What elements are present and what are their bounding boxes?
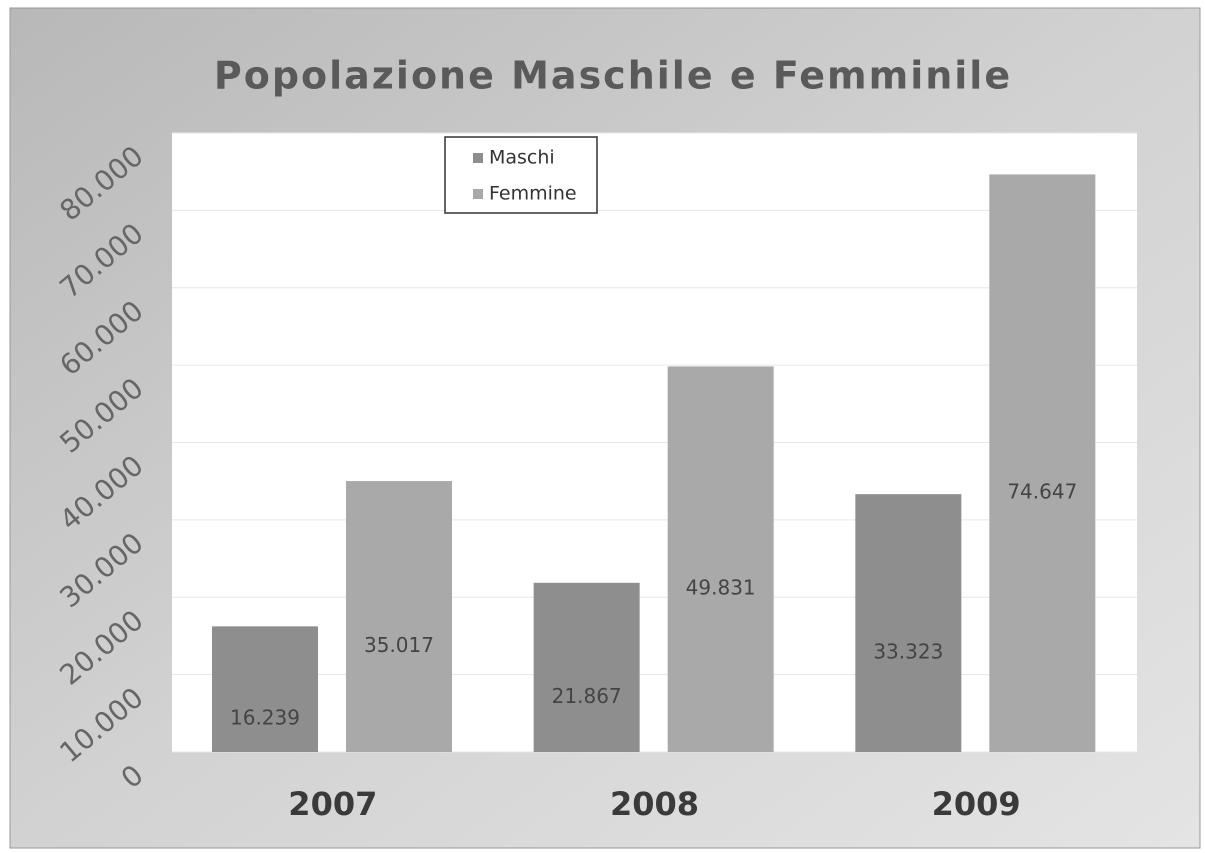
x-tick-label: 2008 (610, 785, 699, 823)
legend-label: Femmine (489, 183, 577, 205)
bar (855, 494, 962, 752)
data-label: 16.239 (230, 706, 300, 730)
legend-swatch (473, 153, 483, 163)
data-label: 35.017 (364, 633, 434, 657)
data-label: 74.647 (1007, 480, 1077, 504)
legend: Maschi Femmine (444, 136, 598, 214)
legend-box (444, 136, 598, 214)
data-label: 33.323 (873, 640, 943, 664)
legend-swatch (473, 189, 483, 199)
bar (533, 582, 640, 752)
x-tick-label: 2009 (932, 785, 1021, 823)
bar (989, 174, 1096, 753)
bar (346, 481, 452, 752)
chart-title: Popolazione Maschile e Femminile (214, 54, 1012, 98)
legend-label: Maschi (489, 147, 555, 169)
data-label: 49.831 (686, 576, 756, 600)
data-label: 21.867 (552, 684, 622, 708)
bar (212, 626, 318, 752)
x-tick-label: 2007 (288, 785, 377, 823)
bar (667, 366, 774, 752)
